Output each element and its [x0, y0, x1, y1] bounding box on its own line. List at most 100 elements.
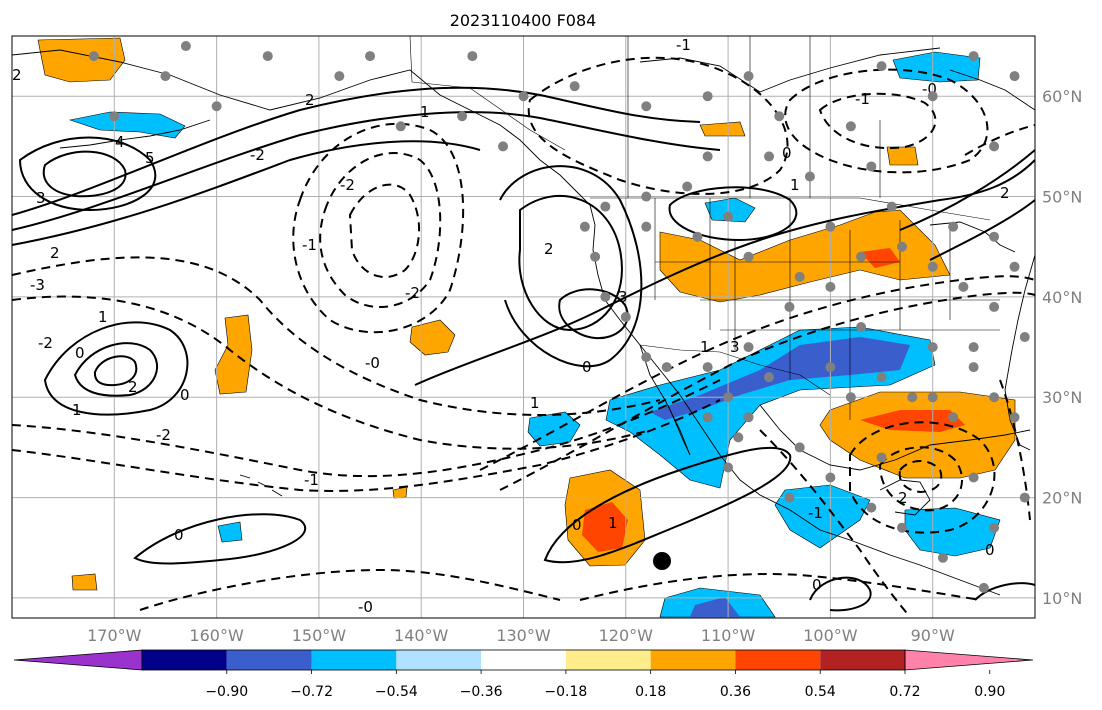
- longitude-tick-label: 170°W: [87, 626, 142, 645]
- contour-baja-1: [543, 446, 792, 564]
- colorbar-tick-label: 0.18: [635, 684, 666, 700]
- contour-subtropical-0: [133, 513, 307, 565]
- shade-gulf-red: [860, 410, 965, 432]
- contour-baja-jet-2: [499, 291, 1036, 491]
- station-dot: [764, 372, 775, 383]
- contour-label: 1: [420, 103, 430, 121]
- contour-canada-low-2: [818, 92, 937, 150]
- contour-label: 3: [730, 338, 740, 356]
- station-dot: [825, 362, 836, 373]
- longitude-tick-label: 90°W: [911, 626, 955, 645]
- station-dot: [897, 522, 908, 533]
- station-dot: [723, 211, 734, 222]
- latitude-tick-label: 50°N: [1042, 188, 1082, 207]
- station-dot: [907, 392, 918, 403]
- station-dot: [743, 412, 754, 423]
- contours-solid: [11, 86, 1036, 612]
- longitude-tick-label: 100°W: [803, 626, 858, 645]
- latitude-tick-label: 20°N: [1042, 489, 1082, 508]
- station-dot: [1009, 412, 1020, 423]
- contour-label: 1: [72, 401, 82, 419]
- colorbar-segment: [735, 650, 821, 670]
- station-dot: [211, 101, 222, 112]
- contours-dashed: [11, 56, 1036, 618]
- contour-label: 0: [180, 386, 190, 404]
- contour-label: 0: [174, 526, 184, 544]
- station-dot: [876, 452, 887, 463]
- contour-label: -1: [676, 36, 691, 54]
- station-dot: [794, 442, 805, 453]
- station-dot: [600, 201, 611, 212]
- contour-label: -1: [302, 236, 317, 254]
- station-dot: [702, 91, 713, 102]
- station-dot: [856, 322, 867, 332]
- shade-plains-red: [860, 248, 900, 268]
- station-dot: [743, 251, 754, 262]
- station-dot: [262, 51, 273, 62]
- station-dot: [825, 472, 836, 483]
- station-dot: [845, 392, 856, 403]
- contour-label: -0: [365, 354, 380, 372]
- contour-canada-high: [668, 186, 798, 242]
- colorbar-outline: [141, 649, 906, 671]
- contour-label: 0: [75, 344, 85, 362]
- shade-bering-blue: [68, 111, 186, 139]
- contour-label: 0: [572, 516, 582, 534]
- station-dot: [641, 221, 652, 232]
- coastlines: [11, 47, 1036, 596]
- station-dot: [784, 492, 795, 503]
- alaska-coast: [11, 49, 591, 206]
- station-dot: [927, 261, 938, 272]
- station-dot: [641, 352, 652, 363]
- station-dot: [109, 111, 120, 122]
- contour-label: 2: [128, 378, 138, 396]
- station-dot: [498, 141, 509, 152]
- station-dot: [989, 392, 1000, 403]
- contour-label: 2: [898, 489, 908, 507]
- contour-label: 1: [530, 394, 540, 412]
- station-dot: [457, 111, 468, 122]
- station-dot: [661, 362, 672, 373]
- shade-canada-orange-1: [699, 121, 746, 137]
- station-dot: [1019, 332, 1030, 343]
- shade-alaska-orange: [37, 37, 126, 83]
- contour-label: 0: [812, 576, 822, 594]
- storm-center-marker: [653, 552, 671, 570]
- contour-east-1: [999, 379, 1031, 521]
- colorbar-extend-low: [13, 649, 143, 671]
- contour-east-2: [964, 124, 1036, 156]
- station-dot: [784, 301, 795, 312]
- map-title: 2023110400 F084: [450, 11, 597, 30]
- station-dot: [968, 342, 979, 353]
- station-dot: [569, 81, 580, 92]
- station-dot: [160, 71, 171, 82]
- station-dot: [886, 201, 897, 212]
- contour-canada-low: [527, 56, 789, 195]
- contour-label: 1: [608, 514, 618, 532]
- colorbar-extend-high: [904, 649, 1034, 671]
- contour-label: 1: [700, 338, 710, 356]
- contour-label: 1: [790, 176, 800, 194]
- station-dot: [968, 472, 979, 483]
- contour-n-pacific-ridge-3: [11, 140, 481, 246]
- contour-label: 0: [985, 541, 995, 559]
- station-dot: [989, 522, 1000, 533]
- contour-label: 2: [544, 240, 554, 258]
- longitude-tick-label: 130°W: [496, 626, 551, 645]
- station-dot: [989, 231, 1000, 242]
- contour-bering-low-1: [18, 136, 157, 212]
- latitude-tick-label: 10°N: [1042, 589, 1082, 608]
- colorbar-segment: [820, 650, 905, 670]
- station-markers: [88, 41, 1030, 593]
- colorbar-segment: [565, 650, 651, 670]
- graticule: [12, 36, 1035, 618]
- shade-canada-blue-2: [704, 197, 756, 223]
- colorbar-segment: [311, 650, 397, 670]
- colorbar-tick-label: −0.90: [205, 684, 248, 700]
- us-mexico-border: [639, 344, 831, 396]
- shade-caribbean-blue: [904, 507, 1001, 557]
- colorbar-tick-label: −0.18: [544, 684, 587, 700]
- station-dot: [702, 362, 713, 373]
- contour-label: 1: [98, 308, 108, 326]
- contour-east-ridge: [899, 149, 1036, 261]
